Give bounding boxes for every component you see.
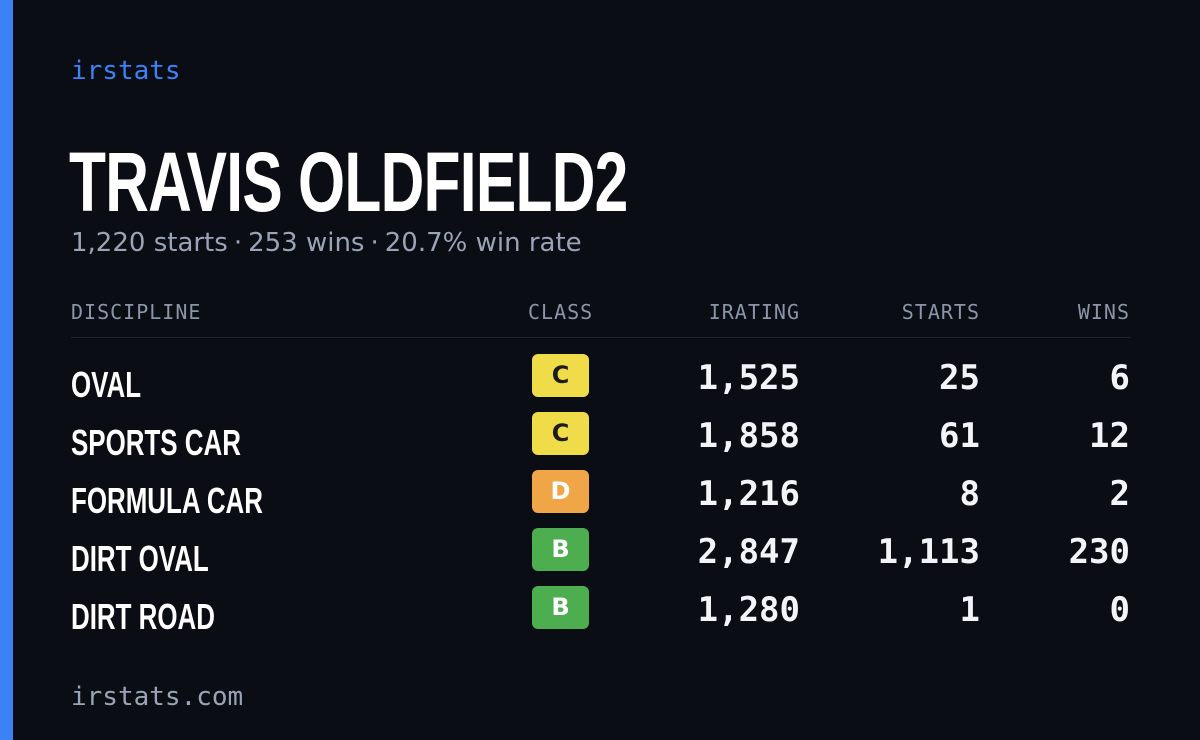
summary-separator: · [370,228,379,258]
irating-value: 1,525 [697,358,800,398]
header-divider [71,337,1130,338]
discipline-name: OVAL [71,364,142,405]
summary-starts: 1,220 starts [71,228,228,258]
table-row: SPORTS CAR C 1,858 61 12 [71,408,1130,466]
footer-url[interactable]: irstats.com [71,682,244,712]
table-row: DIRT OVAL B 2,847 1,113 230 [71,524,1130,582]
accent-bar [0,0,13,740]
table-row: DIRT ROAD B 1,280 1 0 [71,582,1130,640]
class-badge: C [532,354,589,397]
wins-value: 2 [1109,474,1130,514]
discipline-table: OVAL C 1,525 25 6 SPORTS CAR C 1,858 61 … [71,350,1130,640]
irating-value: 2,847 [697,532,800,572]
starts-value: 61 [939,416,980,456]
column-header-discipline: DISCIPLINE [71,300,202,324]
column-header-irating: IRATING [708,300,800,324]
table-row: FORMULA CAR D 1,216 8 2 [71,466,1130,524]
discipline-name: DIRT ROAD [71,596,215,637]
irating-value: 1,216 [697,474,800,514]
table-row: OVAL C 1,525 25 6 [71,350,1130,408]
wins-value: 6 [1109,358,1130,398]
column-header-starts: STARTS [901,300,980,324]
table-header: DISCIPLINE CLASS IRATING STARTS WINS [71,300,1130,326]
driver-summary: 1,220 starts · 253 wins · 20.7% win rate [71,228,582,258]
discipline-name: DIRT OVAL [71,538,209,579]
brand-logo: irstats [71,56,181,86]
column-header-wins: WINS [1077,300,1130,324]
starts-value: 8 [959,474,980,514]
irating-value: 1,280 [697,590,800,630]
column-header-class: CLASS [528,300,594,324]
discipline-name: SPORTS CAR [71,422,241,463]
wins-value: 0 [1109,590,1130,630]
class-badge: D [532,470,589,513]
summary-win-rate: 20.7% win rate [384,228,582,258]
driver-name: TRAVIS OLDFIELD2 [69,135,628,229]
summary-wins: 253 wins [248,228,365,258]
starts-value: 25 [939,358,980,398]
discipline-name: FORMULA CAR [71,480,263,521]
class-badge: C [532,412,589,455]
class-badge: B [532,586,589,629]
class-badge: B [532,528,589,571]
starts-value: 1 [959,590,980,630]
summary-separator: · [233,228,243,258]
wins-value: 12 [1089,416,1130,456]
starts-value: 1,113 [877,532,980,572]
wins-value: 230 [1068,532,1130,572]
irating-value: 1,858 [697,416,800,456]
